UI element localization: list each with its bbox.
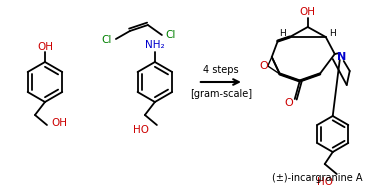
Text: HO: HO	[133, 125, 149, 135]
Text: 4 steps: 4 steps	[203, 65, 239, 75]
Text: O: O	[259, 61, 268, 71]
Text: (±)-incargranine A: (±)-incargranine A	[273, 173, 363, 183]
Text: OH: OH	[300, 7, 316, 17]
Text: H: H	[329, 29, 336, 39]
Text: NH₂: NH₂	[145, 40, 165, 50]
Text: HO: HO	[317, 177, 333, 187]
Text: OH: OH	[37, 42, 53, 52]
Text: N: N	[337, 52, 346, 62]
Text: Cl: Cl	[166, 30, 176, 40]
Text: O: O	[284, 98, 293, 108]
Text: H: H	[279, 29, 286, 39]
Text: Cl: Cl	[102, 35, 112, 45]
Text: OH: OH	[51, 118, 67, 128]
Text: [gram-scale]: [gram-scale]	[190, 89, 252, 99]
